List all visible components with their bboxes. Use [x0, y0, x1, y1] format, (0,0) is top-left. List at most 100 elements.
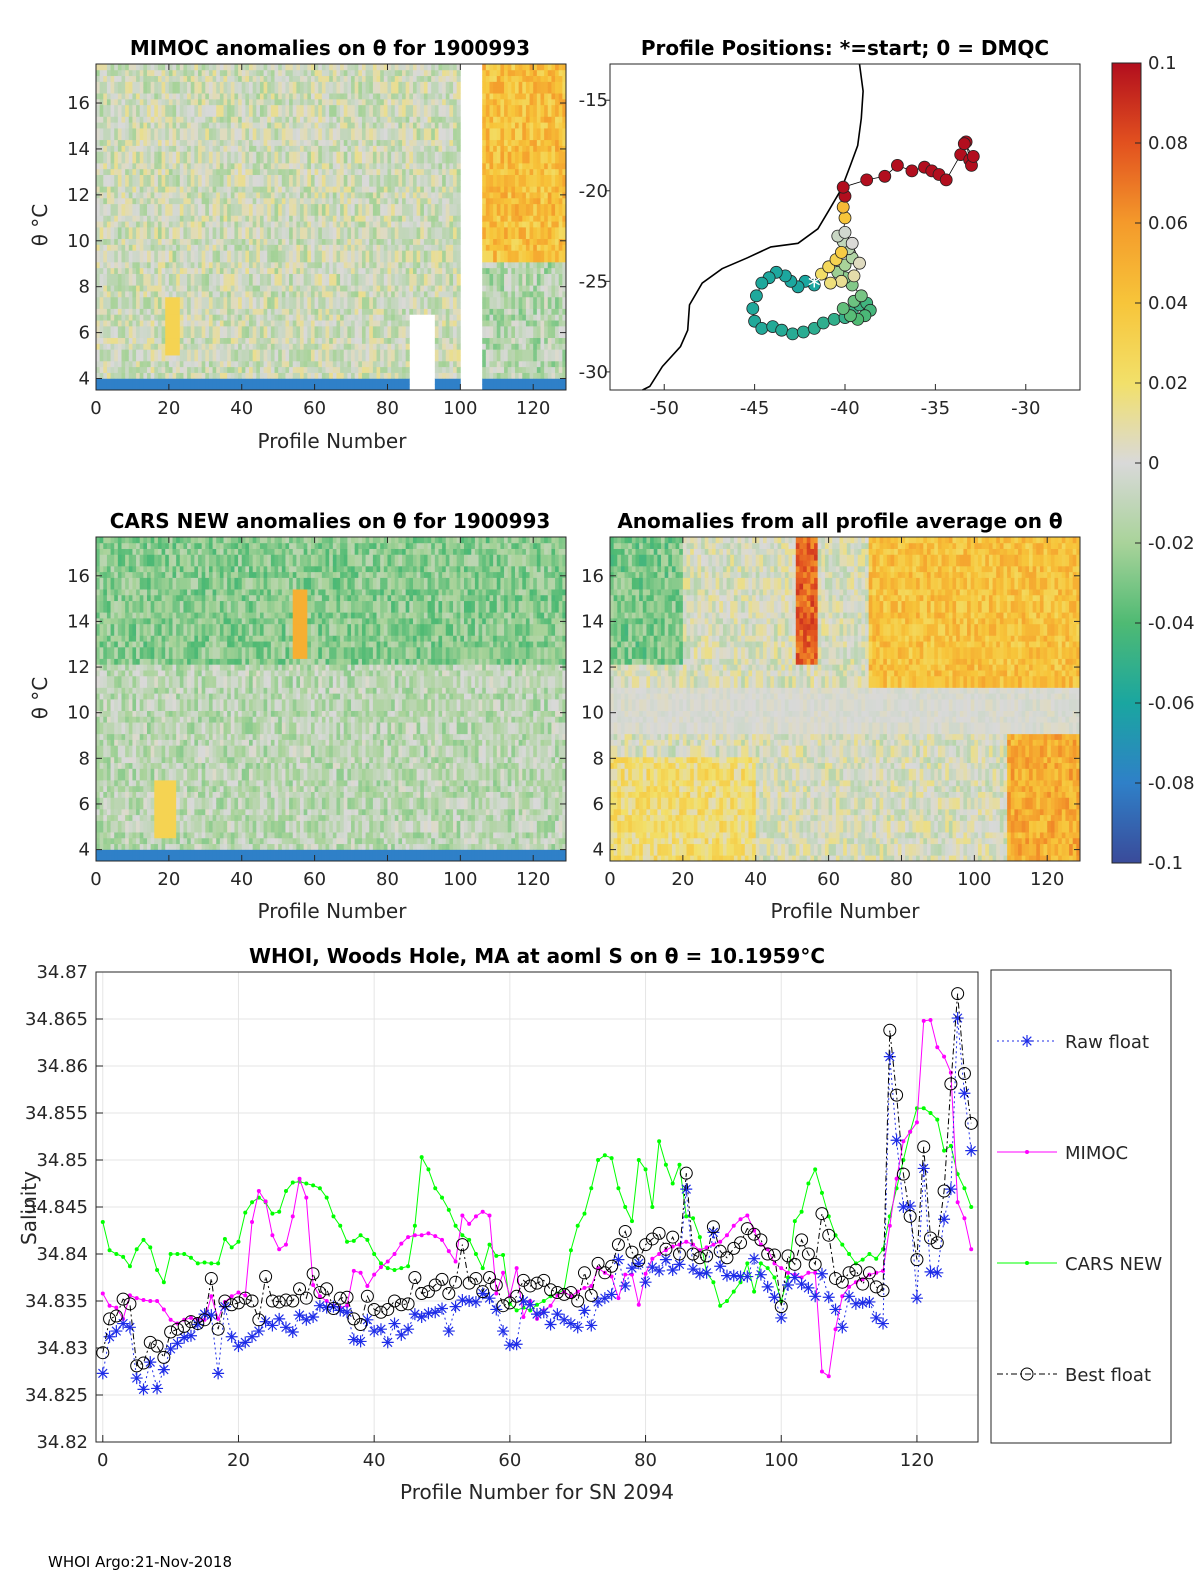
- heatmap-cell: [260, 244, 264, 250]
- heatmap-cell: [169, 99, 173, 105]
- heatmap-cell: [100, 378, 104, 384]
- heatmap-cell: [227, 291, 231, 297]
- heatmap-cell: [114, 64, 118, 70]
- heatmap-cell: [260, 332, 264, 338]
- heatmap-cell: [180, 274, 184, 280]
- heatmap-cell: [129, 227, 133, 233]
- heatmap-cell: [122, 361, 126, 367]
- heatmap-cell: [114, 116, 118, 122]
- heatmap-cell: [267, 198, 271, 204]
- heatmap-cell: [103, 198, 107, 204]
- heatmap-cell: [154, 297, 158, 303]
- heatmap-cell: [100, 157, 104, 163]
- heatmap-cell: [107, 210, 111, 216]
- heatmap-cell: [191, 140, 195, 146]
- heatmap-cell: [245, 186, 249, 192]
- heatmap-cell: [111, 192, 115, 198]
- heatmap-cell: [176, 146, 180, 152]
- heatmap-cell: [238, 367, 242, 373]
- heatmap-cell: [107, 180, 111, 186]
- heatmap-cell: [202, 134, 206, 140]
- heatmap-cell: [209, 262, 213, 268]
- heatmap-cell: [183, 198, 187, 204]
- heatmap-cell: [132, 378, 136, 384]
- heatmap-cell: [122, 256, 126, 262]
- heatmap-cell: [227, 192, 231, 198]
- heatmap-cell: [111, 309, 115, 315]
- heatmap-cell: [267, 111, 271, 117]
- heatmap-cell: [231, 140, 235, 146]
- heatmap-cell: [187, 134, 191, 140]
- heatmap-cell: [278, 285, 282, 291]
- heatmap-cell: [118, 343, 122, 349]
- heatmap-cell: [198, 314, 202, 320]
- heatmap-cell: [260, 128, 264, 134]
- heatmap-cell: [140, 93, 144, 99]
- heatmap-cell: [245, 250, 249, 256]
- heatmap-cell: [173, 186, 177, 192]
- heatmap-cell: [238, 215, 242, 221]
- heatmap-cell: [173, 163, 177, 169]
- heatmap-cell: [158, 64, 162, 70]
- heatmap-cell: [147, 291, 151, 297]
- heatmap-cell: [194, 186, 198, 192]
- heatmap-cell: [154, 384, 158, 390]
- heatmap-cell: [111, 303, 115, 309]
- heatmap-cell: [147, 76, 151, 82]
- heatmap-cell: [205, 297, 209, 303]
- heatmap-cell: [213, 111, 217, 117]
- heatmap-cell: [122, 192, 126, 198]
- heatmap-cell: [202, 128, 206, 134]
- heatmap-cell: [154, 210, 158, 216]
- heatmap-cell: [162, 105, 166, 111]
- heatmap-cell: [191, 64, 195, 70]
- heatmap-cell: [111, 204, 115, 210]
- heatmap-cell: [187, 250, 191, 256]
- heatmap-cell: [100, 198, 104, 204]
- heatmap-cell: [176, 157, 180, 163]
- heatmap-cell: [245, 204, 249, 210]
- heatmap-cell: [140, 122, 144, 128]
- heatmap-cell: [162, 215, 166, 221]
- heatmap-cell: [118, 268, 122, 274]
- heatmap-cell: [165, 186, 169, 192]
- heatmap-cell: [278, 227, 282, 233]
- heatmap-cell: [275, 378, 279, 384]
- heatmap-cell: [129, 256, 133, 262]
- heatmap-cell: [220, 297, 224, 303]
- heatmap-cell: [103, 81, 107, 87]
- heatmap-cell: [183, 81, 187, 87]
- heatmap-cell: [129, 343, 133, 349]
- heatmap-cell: [271, 140, 275, 146]
- heatmap-cell: [140, 221, 144, 227]
- heatmap-cell: [154, 221, 158, 227]
- heatmap-cell: [205, 279, 209, 285]
- heatmap-cell: [238, 268, 242, 274]
- heatmap-cell: [158, 210, 162, 216]
- heatmap-cell: [194, 262, 198, 268]
- heatmap-cell: [234, 233, 238, 239]
- heatmap-cell: [118, 180, 122, 186]
- heatmap-cell: [107, 221, 111, 227]
- heatmap-cell: [260, 338, 264, 344]
- heatmap-cell: [187, 122, 191, 128]
- heatmap-cell: [224, 70, 228, 76]
- heatmap-cell: [151, 227, 155, 233]
- heatmap-cell: [118, 87, 122, 93]
- heatmap-cell: [118, 169, 122, 175]
- heatmap-cell: [213, 239, 217, 245]
- heatmap-cell: [242, 215, 246, 221]
- heatmap-cell: [111, 111, 115, 117]
- heatmap-cell: [125, 169, 129, 175]
- heatmap-cell: [132, 314, 136, 320]
- heatmap-cell: [220, 309, 224, 315]
- heatmap-cell: [129, 128, 133, 134]
- heatmap-cell: [198, 384, 202, 390]
- heatmap-cell: [205, 343, 209, 349]
- heatmap-cell: [227, 303, 231, 309]
- heatmap-cell: [249, 291, 253, 297]
- heatmap-cell: [249, 384, 253, 390]
- heatmap-cell: [158, 338, 162, 344]
- heatmap-cell: [100, 309, 104, 315]
- heatmap-cell: [143, 180, 147, 186]
